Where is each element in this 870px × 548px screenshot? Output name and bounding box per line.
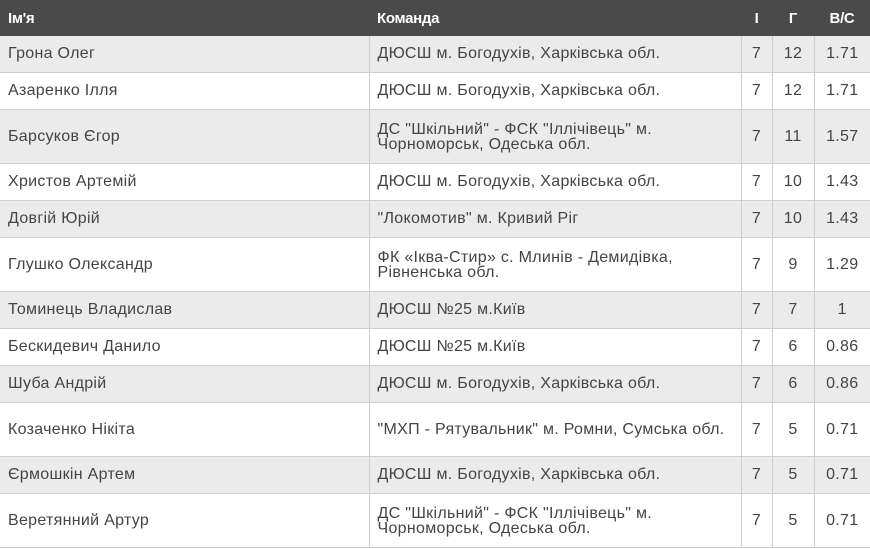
team-name: ДЮСШ м. Богодухів, Харківська обл. (368, 163, 742, 201)
player-name: Шуба Андрій (0, 365, 370, 403)
games-count: 7 (740, 72, 773, 110)
table-row: Барсуков Єгор ДС "Шкільний" - ФСК "Іллічі… (0, 109, 870, 164)
games-count: 7 (740, 36, 773, 73)
player-name: Єрмошкін Артем (0, 456, 370, 494)
goals-count: 12 (771, 72, 815, 110)
team-name: ДС "Шкільний" - ФСК "Іллічівець" м. Чорн… (368, 493, 742, 548)
team-name: ФК «Іква-Стир» с. Млинів - Демидівка, Рі… (368, 237, 742, 292)
header-row: Ім'я Команда І Г В/С (0, 0, 870, 36)
team-name: ДЮСШ м. Богодухів, Харківська обл. (368, 36, 742, 73)
games-count: 7 (740, 200, 773, 238)
goals-count: 7 (771, 291, 815, 329)
team-name: ДЮСШ №25 м.Київ (368, 328, 742, 366)
table-row: Єрмошкін Артем ДЮСШ м. Богодухів, Харківс… (0, 456, 870, 494)
games-count: 7 (740, 328, 773, 366)
player-name: Довгій Юрій (0, 200, 370, 238)
table-row: Азаренко Ілля ДЮСШ м. Богодухів, Харківсь… (0, 72, 870, 110)
goals-ratio: 0.86 (813, 328, 870, 366)
table-row: Шуба Андрій ДЮСШ м. Богодухів, Харківська… (0, 365, 870, 403)
table-row: Томинець Владислав ДЮСШ №25 м.Київ 7 7 1 (0, 291, 870, 329)
goals-ratio: 1.29 (813, 237, 870, 292)
games-count: 7 (740, 493, 773, 548)
table-row: Веретянний Артур ДС "Шкільний" - ФСК "Ілл… (0, 493, 870, 548)
table-row: Христов Артемій ДЮСШ м. Богодухів, Харків… (0, 163, 870, 201)
goals-count: 5 (771, 493, 815, 548)
goals-ratio: 1.57 (813, 109, 870, 164)
player-name: Бескидевич Данило (0, 328, 370, 366)
games-count: 7 (740, 109, 773, 164)
header-name[interactable]: Ім'я (0, 0, 369, 36)
player-name: Грона Олег (0, 36, 370, 73)
team-name: ДЮСШ м. Богодухів, Харківська обл. (368, 456, 742, 494)
player-name: Веретянний Артур (0, 493, 370, 548)
table-row: Глушко Олександр ФК «Іква-Стир» с. Млинів… (0, 237, 870, 292)
team-name: "МХП - Рятувальник" м. Ромни, Сумська об… (368, 402, 742, 457)
goals-count: 5 (771, 456, 815, 494)
goals-count: 6 (771, 328, 815, 366)
goals-ratio: 1.43 (813, 163, 870, 201)
goals-ratio: 0.71 (813, 402, 870, 457)
goals-ratio: 0.86 (813, 365, 870, 403)
goals-count: 11 (771, 109, 815, 164)
goals-count: 9 (771, 237, 815, 292)
goals-count: 6 (771, 365, 815, 403)
team-name: ДЮСШ м. Богодухів, Харківська обл. (368, 72, 742, 110)
team-name: "Локомотив" м. Кривий Ріг (368, 200, 742, 238)
player-name: Глушко Олександр (0, 237, 370, 292)
table-row: Козаченко Нікіта "МХП - Рятувальник" м. Р… (0, 402, 870, 457)
player-name: Томинець Владислав (0, 291, 370, 329)
games-count: 7 (740, 163, 773, 201)
goals-ratio: 1.43 (813, 200, 870, 238)
team-name: ДС "Шкільний" - ФСК "Іллічівець" м. Чорн… (368, 109, 742, 164)
team-name: ДЮСШ м. Богодухів, Харківська обл. (368, 365, 742, 403)
goals-count: 12 (771, 36, 815, 73)
table-row: Довгій Юрій "Локомотив" м. Кривий Ріг 7 10 1… (0, 200, 870, 238)
games-count: 7 (740, 365, 773, 403)
goals-ratio: 0.71 (813, 493, 870, 548)
player-name: Козаченко Нікіта (0, 402, 370, 457)
table-row: Бескидевич Данило ДЮСШ №25 м.Київ 7 6 0.86 (0, 328, 870, 366)
goals-ratio: 0.71 (813, 456, 870, 494)
header-games[interactable]: І (741, 0, 772, 36)
player-name: Барсуков Єгор (0, 109, 370, 164)
header-team[interactable]: Команда (369, 0, 741, 36)
header-ratio[interactable]: В/С (814, 0, 870, 36)
goals-count: 5 (771, 402, 815, 457)
goals-ratio: 1 (813, 291, 870, 329)
goals-ratio: 1.71 (813, 72, 870, 110)
player-name: Азаренко Ілля (0, 72, 370, 110)
games-count: 7 (740, 237, 773, 292)
goals-count: 10 (771, 163, 815, 201)
games-count: 7 (740, 456, 773, 494)
games-count: 7 (740, 402, 773, 457)
games-count: 7 (740, 291, 773, 329)
goals-ratio: 1.71 (813, 36, 870, 73)
player-name: Христов Артемій (0, 163, 370, 201)
header-goals[interactable]: Г (772, 0, 814, 36)
table-row: Грона Олег ДЮСШ м. Богодухів, Харківська … (0, 36, 870, 73)
team-name: ДЮСШ №25 м.Київ (368, 291, 742, 329)
goals-count: 10 (771, 200, 815, 238)
